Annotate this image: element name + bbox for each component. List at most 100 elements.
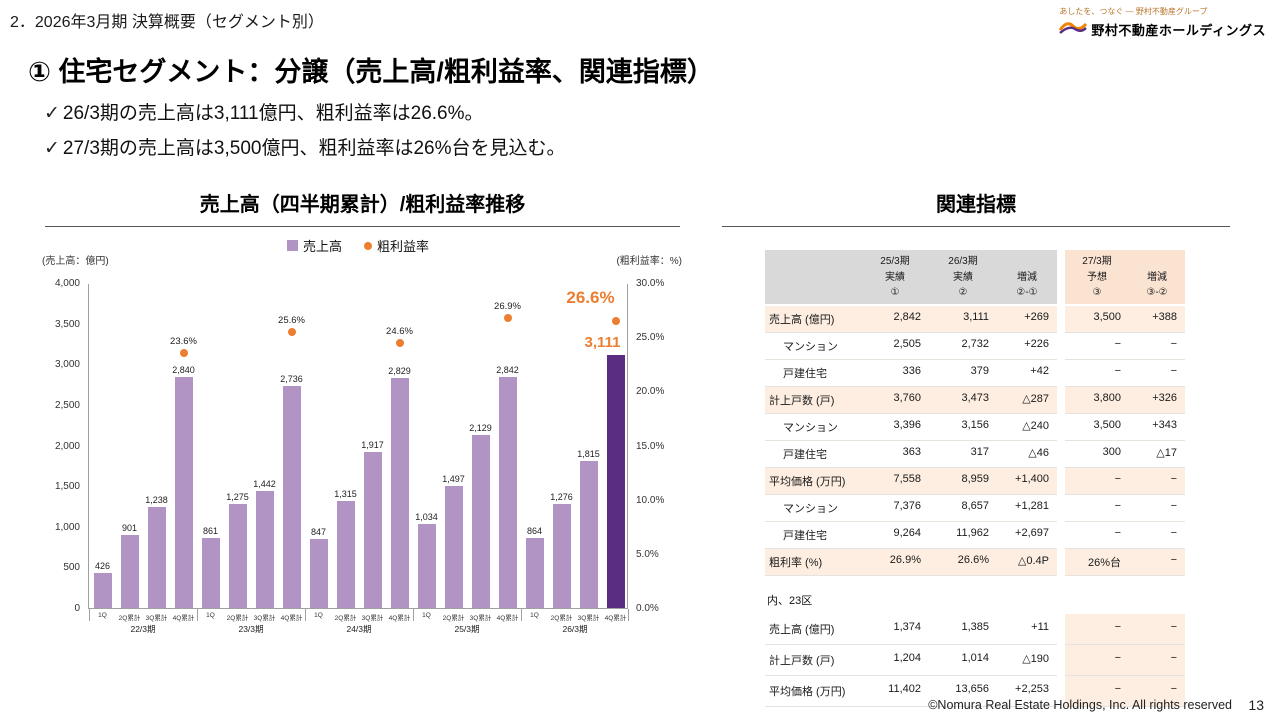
column-gap [1057,613,1065,645]
revenue-bar [282,385,301,608]
row-label: 計上戸数 (戸) [765,645,861,676]
cell-value: 379 [929,360,997,387]
column-gap [1057,305,1065,333]
cell-value: 3,111 [929,305,997,333]
bar-value-label: 1,034 [415,512,438,522]
cell-value: − [1065,644,1129,676]
cell-value: 8,657 [929,495,997,522]
revenue-bar [336,501,355,608]
margin-rate-label: 26.9% [494,300,521,312]
cell-value: 3,760 [861,386,929,414]
chart-legend: 売上高 粗利益率 [88,236,628,255]
column-gap [1057,644,1065,676]
legend-margin-label: 粗利益率 [377,239,430,254]
column-gap [1057,521,1065,549]
bar-value-label: 2,736 [280,373,303,384]
row-label: 戸建住宅 [765,441,861,468]
revenue-bar [147,507,166,608]
cell-value: +269 [997,305,1057,333]
bar-value-label: 1,815 [577,448,600,459]
column-gap [1057,440,1065,468]
cell-value: 3,800 [1065,386,1129,414]
right-axis-ticks: 30.0% 25.0% 20.0% 15.0% 10.0% 5.0% 0.0% [632,278,686,614]
fiscal-year-label: 22/3期 [130,624,156,634]
cell-value: 3,500 [1065,305,1129,333]
column-header: 26/3期 実績 ② [929,250,997,306]
legend-revenue: 売上高 [286,236,342,255]
cell-value: − [1129,333,1185,360]
margin-rate-label: 26.6% [566,287,615,307]
axis-separator [413,609,414,621]
bar-value-label: 3,111 [584,334,621,352]
revenue-bar [525,537,544,608]
row-label: 粗利率 (%) [765,548,861,576]
left-tick: 2,500 [54,399,80,411]
right-tick: 25.0% [636,332,665,344]
cell-value: +388 [1129,305,1185,333]
left-tick: 1,000 [54,521,80,533]
cell-value: 1,374 [861,614,929,645]
bar-value-label: 861 [202,526,219,537]
quarter-tick-label: 4Q累計 [496,615,519,622]
bar-swatch-icon [286,240,298,251]
cell-value: 363 [861,441,929,468]
cell-value: △190 [997,645,1057,676]
right-tick: 5.0% [636,548,659,560]
revenue-bar [309,539,328,608]
row-label: 計上戸数 (戸) [765,386,861,414]
bar-value-label: 1,442 [253,478,276,489]
revenue-bar [120,534,139,608]
column-header: 増減 ②-① [997,250,1057,306]
cell-value: +326 [1129,386,1185,414]
section2-label: 内、23区 [767,594,813,607]
revenue-bar [201,538,220,608]
cell-value: +343 [1129,414,1185,441]
quarter-tick-label: 4Q累計 [388,615,411,622]
summary-bullets: ✓ 26/3期の売上高は3,111億円、粗利益率は26.6%。 ✓ 27/3期の売上… [44,96,565,166]
table-section-title: 関連指標 [722,188,1230,227]
bar-value-label: 2,840 [172,365,195,376]
cell-value: +2,697 [997,522,1057,549]
cell-value: 26.6% [929,548,997,576]
cell-value: +1,281 [997,495,1057,522]
row-label: マンション [765,333,861,360]
cell-value: − [1129,522,1185,549]
cell-value: − [1129,644,1185,676]
margin-rate-dot [179,349,188,358]
quarter-tick-label: 3Q累計 [577,615,600,622]
company-logo: あしたを、つなぐ ― 野村不動産グループ 野村不動産ホールディングス [1059,6,1266,39]
cell-value: 336 [861,360,929,387]
column-header: 27/3期 予想 ③ [1065,250,1129,306]
legend-margin: 粗利益率 [364,236,429,255]
margin-rate-label: 25.6% [278,314,305,326]
right-tick: 15.0% [636,440,665,452]
revenue-bar [471,435,490,608]
revenue-bar [579,460,598,608]
column-gap [1057,332,1065,360]
axis-separator [89,609,90,621]
column-header: 増減 ③-② [1129,250,1185,306]
margin-rate-label: 23.6% [170,336,197,348]
row-label: マンション [765,495,861,522]
quarter-tick-label: 3Q累計 [361,615,384,622]
cell-value: 2,842 [861,305,929,333]
cell-value: △46 [997,441,1057,468]
quarter-tick-label: 3Q累計 [469,615,492,622]
revenue-bar [255,490,274,608]
axis-separator [197,609,198,621]
quarter-tick-label: 1Q [314,612,323,619]
cell-value: − [1065,360,1129,387]
cell-value: 3,156 [929,414,997,441]
company-name: 野村不動産ホールディングス [1091,22,1266,38]
quarter-tick-label: 2Q累計 [442,615,465,622]
bar-value-label: 901 [121,522,138,533]
row-label: 戸建住宅 [765,522,861,549]
column-gap [1057,413,1065,441]
quarter-tick-label: 1Q [530,612,539,619]
quarter-tick-label: 3Q累計 [145,615,168,622]
cell-value: +42 [997,360,1057,387]
quarter-tick-label: 2Q累計 [226,615,249,622]
cell-value: 300 [1065,441,1129,468]
cell-value: 3,473 [929,386,997,414]
